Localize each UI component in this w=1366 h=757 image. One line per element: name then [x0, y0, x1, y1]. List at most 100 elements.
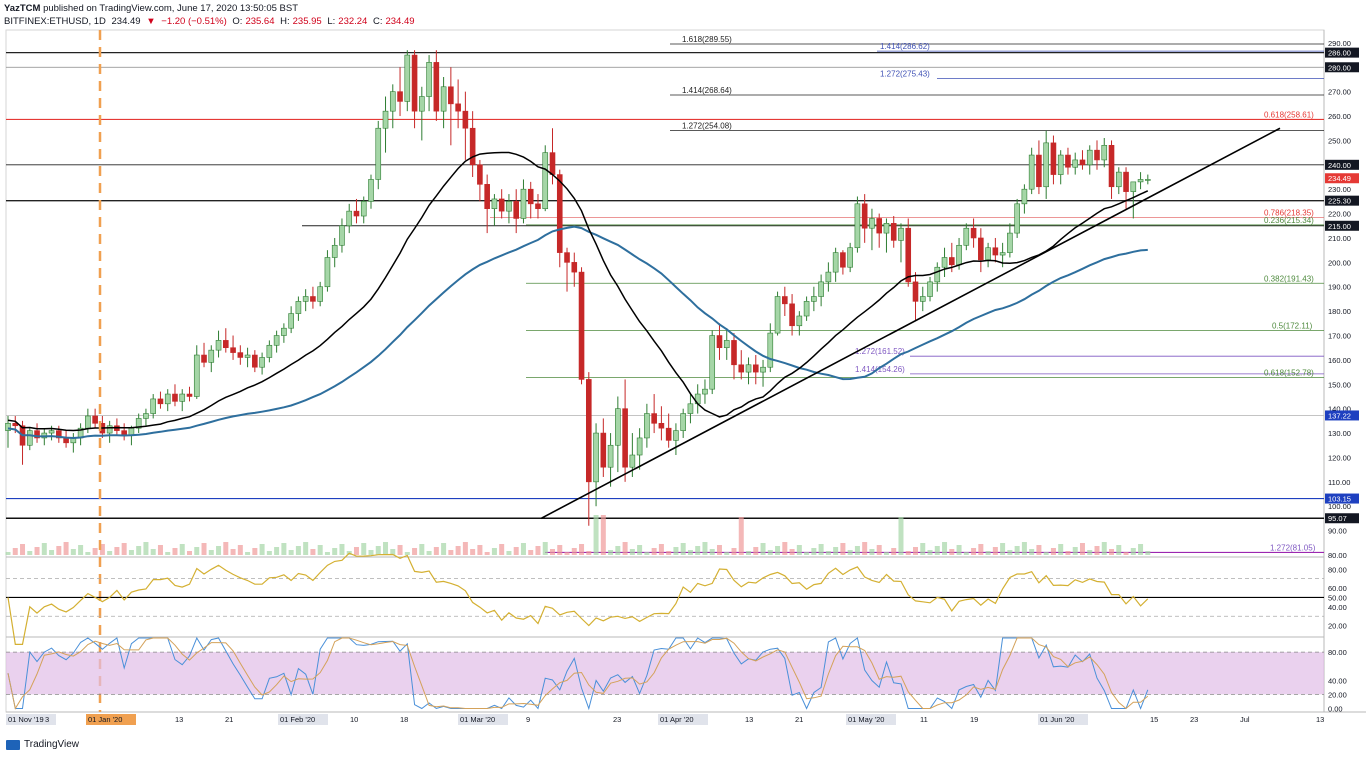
fib-label: 0.618(258.61)	[1264, 110, 1314, 119]
price-flag-label: 240.00	[1328, 161, 1351, 170]
candle-body	[440, 86, 447, 112]
candle-body	[745, 364, 752, 373]
candle-body	[56, 430, 62, 439]
volume-bar	[295, 546, 301, 555]
volume-bar	[804, 552, 810, 555]
time-tick-label: 13	[1316, 715, 1324, 724]
volume-bar	[99, 544, 105, 555]
volume-bar	[455, 546, 461, 555]
candle-body	[767, 332, 774, 368]
volume-bar	[470, 549, 476, 555]
candle-body	[310, 296, 316, 302]
volume-bar	[78, 545, 84, 555]
candle-body	[1014, 203, 1020, 234]
volume-bar	[666, 551, 672, 555]
candle-body	[498, 198, 505, 212]
candle-body	[266, 344, 273, 358]
volume-bar	[702, 542, 708, 555]
fib-label: 1.414(154.26)	[855, 365, 905, 374]
price-flag	[1325, 513, 1359, 524]
candle-body	[143, 413, 149, 419]
volume-bar	[1087, 550, 1093, 555]
candle-body	[426, 62, 432, 97]
candle-body	[455, 103, 461, 112]
candle-body	[716, 335, 723, 349]
volume-bar	[361, 543, 367, 555]
candle-body	[164, 393, 171, 405]
volume-bar	[658, 544, 664, 555]
candle-body	[201, 354, 207, 363]
candle-body	[186, 393, 193, 397]
time-label-bg	[86, 714, 136, 725]
ma-200-line	[7, 225, 1148, 440]
candle-body	[571, 262, 578, 273]
candle-body	[564, 252, 570, 263]
candle-body	[324, 257, 331, 288]
volume-bar	[433, 547, 439, 555]
stoch-tick-label: 40.00	[1328, 676, 1347, 685]
publisher-name[interactable]: YazTCM	[4, 3, 41, 14]
candle-body	[331, 244, 338, 258]
volume-bar	[564, 552, 570, 555]
price-tick-label: 140.00	[1328, 405, 1351, 414]
candle-body	[339, 225, 345, 246]
volume-bar	[317, 545, 323, 555]
candle-body	[346, 210, 353, 227]
time-label-bg	[458, 714, 508, 725]
candle-body	[774, 296, 781, 334]
volume-bar	[1058, 544, 1064, 555]
volume-bar	[201, 543, 207, 555]
candle-body	[789, 303, 795, 327]
stoch-d-line	[7, 637, 1149, 710]
candle-body	[883, 223, 890, 234]
volume-bar	[404, 552, 410, 555]
volume-bar	[303, 542, 309, 555]
candle-body	[840, 252, 846, 268]
volume-bar	[27, 551, 33, 555]
low-label: L:	[327, 16, 336, 27]
candle-body	[273, 335, 280, 346]
symbol-name[interactable]: BITFINEX:ETHUSD, 1D	[4, 16, 106, 27]
price-tick-label: 150.00	[1328, 380, 1351, 389]
candle-body	[1079, 159, 1086, 166]
candle-body	[1115, 171, 1122, 188]
time-tick-label: 01 Jun '20	[1040, 715, 1074, 724]
volume-bar	[419, 544, 425, 555]
fib-label: 0.236(215.34)	[1264, 216, 1314, 225]
candle-body	[389, 91, 396, 112]
candle-body	[651, 413, 657, 424]
price-flag-label: 225.30	[1328, 197, 1351, 206]
fib-label: 0.382(191.43)	[1264, 274, 1314, 283]
rsi-tick-label: 20.00	[1328, 622, 1347, 631]
candle-body	[1108, 145, 1115, 188]
price-tick-label: 250.00	[1328, 136, 1351, 145]
candle-body	[302, 296, 309, 302]
volume-bar	[637, 545, 643, 555]
time-tick-label: 10	[350, 715, 358, 724]
volume-bar	[818, 544, 824, 555]
volume-bar	[107, 551, 113, 555]
time-tick-label: 01 Feb '20	[280, 715, 315, 724]
price-tick-label: 270.00	[1328, 88, 1351, 97]
volume-bar	[310, 549, 316, 555]
volume-bar	[520, 543, 526, 555]
candle-body	[963, 227, 970, 246]
candle-body	[1028, 154, 1035, 190]
volume-bar	[426, 551, 432, 555]
volume-bar	[760, 543, 766, 555]
price-flag	[1325, 159, 1359, 170]
volume-bar	[150, 549, 156, 555]
volume-bar	[383, 542, 389, 555]
volume-bar	[913, 547, 918, 555]
high-label: H:	[280, 16, 290, 27]
volume-bar	[1123, 552, 1129, 555]
price-tick-label: 160.00	[1328, 356, 1351, 365]
stoch-tick-label: 20.00	[1328, 690, 1347, 699]
volume-bar	[1065, 551, 1071, 555]
footer: TradingView	[0, 735, 1366, 757]
volume-bar	[92, 548, 98, 555]
tradingview-logo[interactable]: TradingView	[6, 739, 79, 750]
candle-body	[731, 340, 737, 366]
candle-body	[905, 227, 912, 283]
